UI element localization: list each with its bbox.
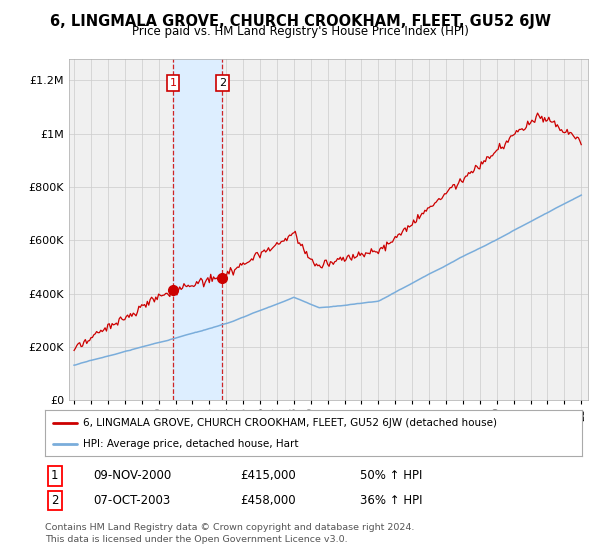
Text: 1: 1 [51,469,59,482]
Text: HPI: Average price, detached house, Hart: HPI: Average price, detached house, Hart [83,439,298,449]
Text: £415,000: £415,000 [240,469,296,482]
Text: 2: 2 [51,494,59,507]
Text: 1: 1 [169,78,176,88]
Text: 36% ↑ HPI: 36% ↑ HPI [360,494,422,507]
Text: This data is licensed under the Open Government Licence v3.0.: This data is licensed under the Open Gov… [45,535,347,544]
Text: Contains HM Land Registry data © Crown copyright and database right 2024.: Contains HM Land Registry data © Crown c… [45,523,415,532]
Text: 6, LINGMALA GROVE, CHURCH CROOKHAM, FLEET, GU52 6JW: 6, LINGMALA GROVE, CHURCH CROOKHAM, FLEE… [49,14,551,29]
Text: 6, LINGMALA GROVE, CHURCH CROOKHAM, FLEET, GU52 6JW (detached house): 6, LINGMALA GROVE, CHURCH CROOKHAM, FLEE… [83,418,497,428]
Bar [173,59,223,400]
Text: 2: 2 [219,78,226,88]
Text: Price paid vs. HM Land Registry's House Price Index (HPI): Price paid vs. HM Land Registry's House … [131,25,469,38]
Text: 07-OCT-2003: 07-OCT-2003 [93,494,170,507]
Text: 50% ↑ HPI: 50% ↑ HPI [360,469,422,482]
Text: 09-NOV-2000: 09-NOV-2000 [93,469,171,482]
Text: £458,000: £458,000 [240,494,296,507]
